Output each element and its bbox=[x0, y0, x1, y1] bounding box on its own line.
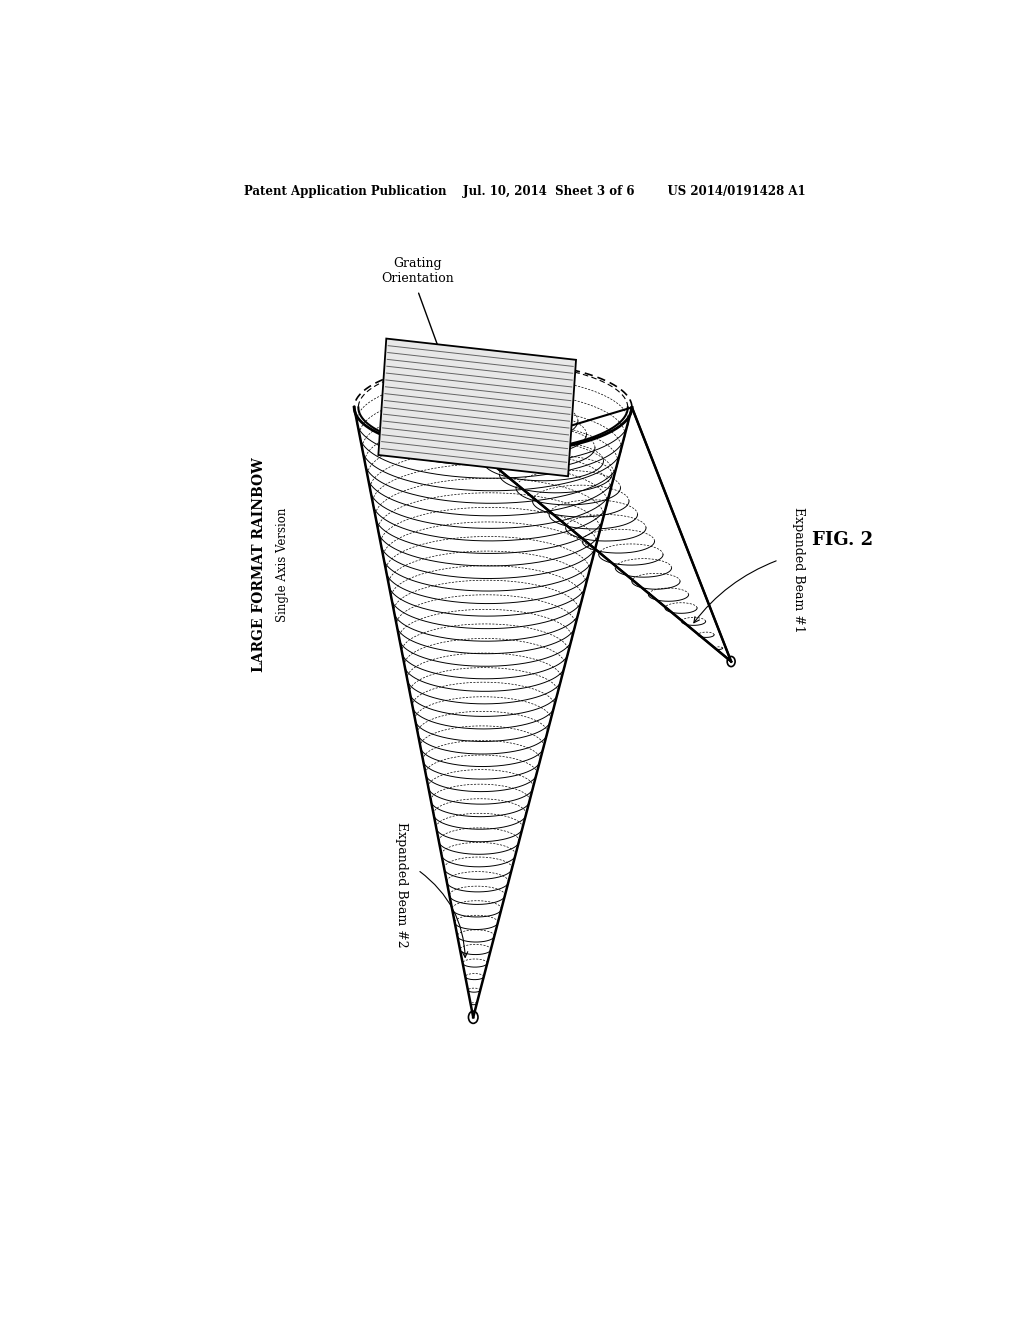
Text: Single Axis Version: Single Axis Version bbox=[276, 508, 289, 622]
Text: FIG. 2: FIG. 2 bbox=[812, 531, 872, 549]
Text: Patent Application Publication    Jul. 10, 2014  Sheet 3 of 6        US 2014/019: Patent Application Publication Jul. 10, … bbox=[244, 185, 806, 198]
Bar bbox=[378, 338, 577, 477]
Text: Grating
Orientation: Grating Orientation bbox=[381, 257, 454, 285]
Text: LARGE FORMAT RAINBOW: LARGE FORMAT RAINBOW bbox=[252, 458, 266, 672]
Text: Expanded Beam #2: Expanded Beam #2 bbox=[395, 822, 409, 948]
Text: Expanded Beam #1: Expanded Beam #1 bbox=[793, 507, 805, 632]
